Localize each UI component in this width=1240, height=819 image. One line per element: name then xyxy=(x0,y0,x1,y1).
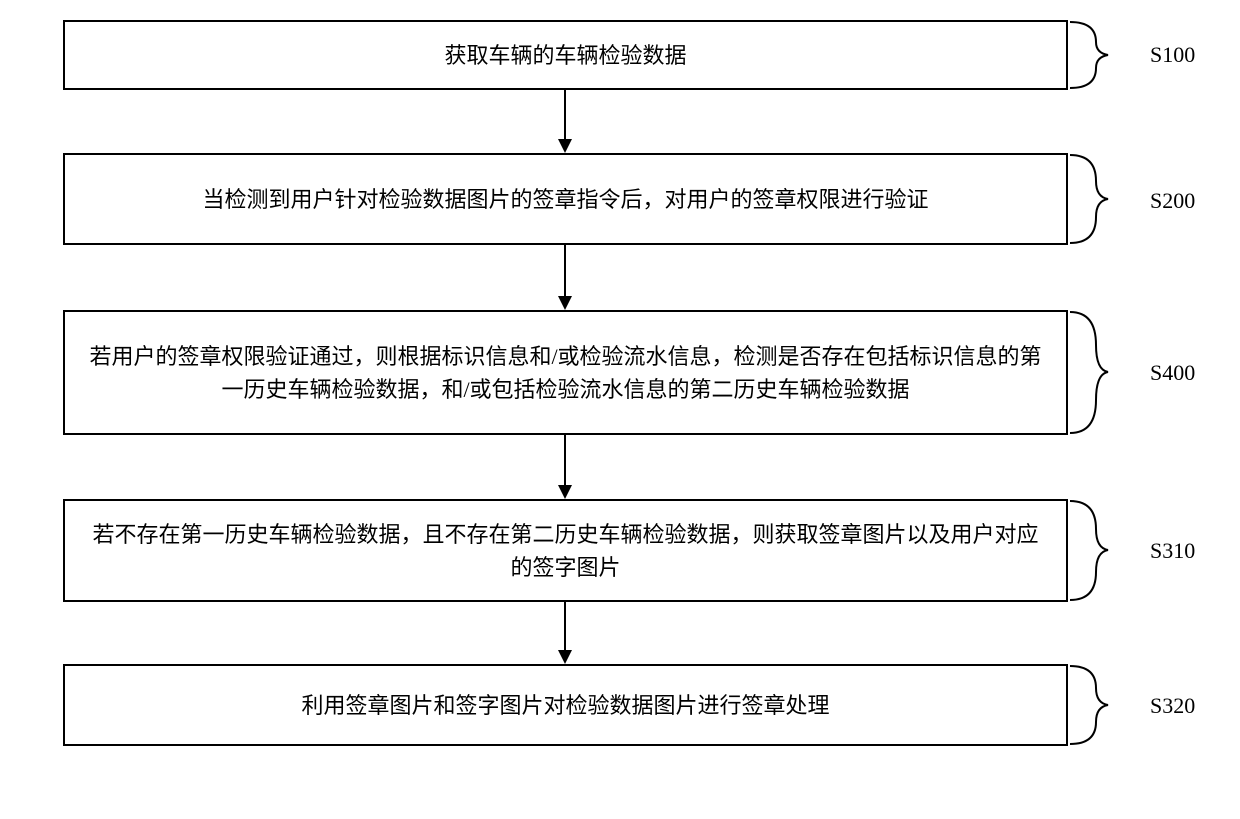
arrow-3 xyxy=(553,435,577,499)
step-text: 若不存在第一历史车辆检验数据，且不存在第二历史车辆检验数据，则获取签章图片以及用… xyxy=(85,518,1046,584)
step-box-s320: 利用签章图片和签字图片对检验数据图片进行签章处理 xyxy=(63,664,1068,746)
step-label-s200: S200 xyxy=(1150,188,1195,214)
step-text: 获取车辆的车辆检验数据 xyxy=(444,39,686,72)
step-box-s100: 获取车辆的车辆检验数据 xyxy=(63,20,1068,90)
step-text: 当检测到用户针对检验数据图片的签章指令后，对用户的签章权限进行验证 xyxy=(202,183,928,216)
step-box-s310: 若不存在第一历史车辆检验数据，且不存在第二历史车辆检验数据，则获取签章图片以及用… xyxy=(63,499,1068,602)
step-text: 若用户的签章权限验证通过，则根据标识信息和/或检验流水信息，检测是否存在包括标识… xyxy=(85,340,1046,406)
brace-s200 xyxy=(1068,153,1148,245)
brace-s310 xyxy=(1068,499,1148,602)
step-label-s400: S400 xyxy=(1150,360,1195,386)
arrow-1 xyxy=(553,90,577,153)
step-label-s320: S320 xyxy=(1150,693,1195,719)
arrow-4 xyxy=(553,602,577,664)
step-box-s400: 若用户的签章权限验证通过，则根据标识信息和/或检验流水信息，检测是否存在包括标识… xyxy=(63,310,1068,435)
brace-s320 xyxy=(1068,664,1148,746)
arrow-2 xyxy=(553,245,577,310)
step-label-s100: S100 xyxy=(1150,42,1195,68)
flowchart-canvas: 获取车辆的车辆检验数据 S100 当检测到用户针对检验数据图片的签章指令后，对用… xyxy=(0,0,1240,819)
step-box-s200: 当检测到用户针对检验数据图片的签章指令后，对用户的签章权限进行验证 xyxy=(63,153,1068,245)
brace-s400 xyxy=(1068,310,1148,435)
step-text: 利用签章图片和签字图片对检验数据图片进行签章处理 xyxy=(301,689,829,722)
brace-s100 xyxy=(1068,20,1148,90)
step-label-s310: S310 xyxy=(1150,538,1195,564)
